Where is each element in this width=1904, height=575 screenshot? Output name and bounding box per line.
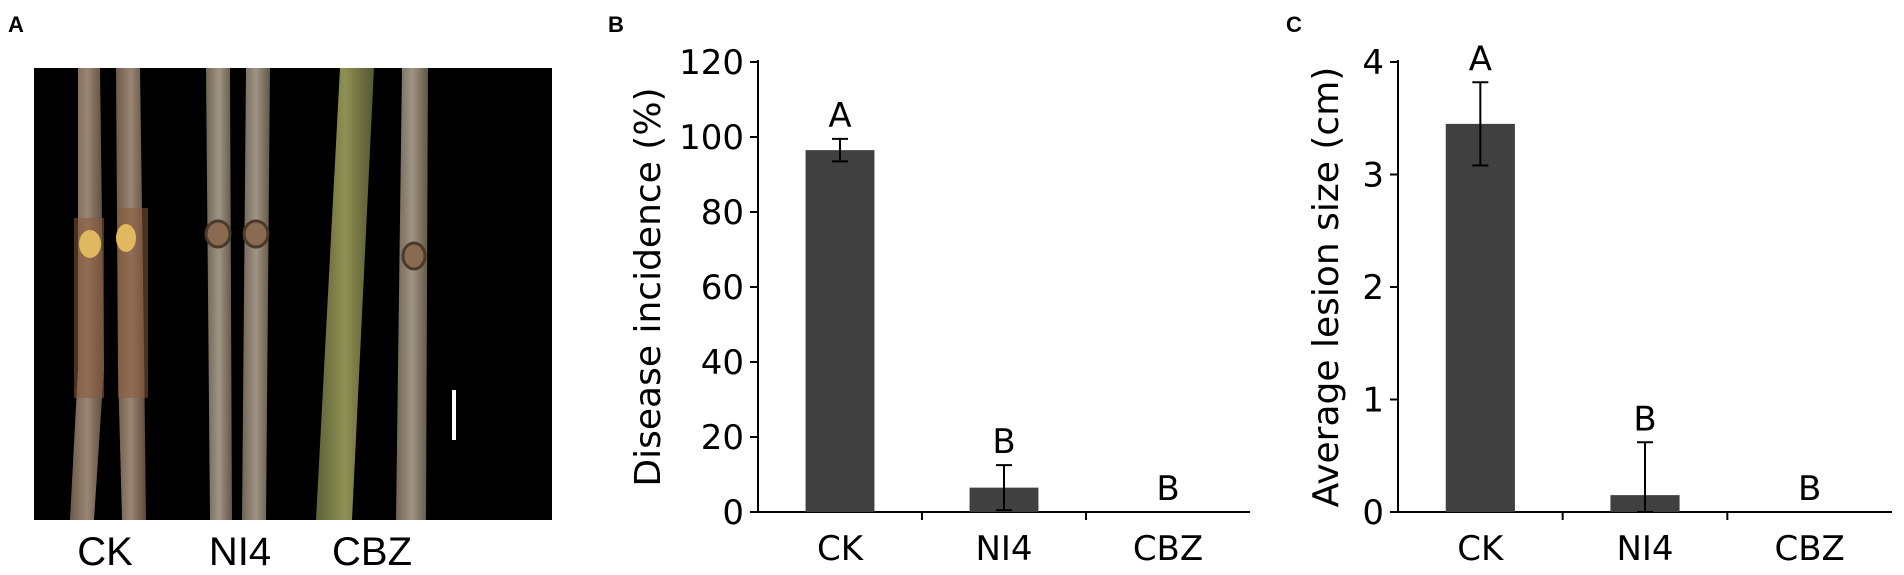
significance-label: A bbox=[1469, 39, 1492, 79]
y-tick-label: 0 bbox=[722, 493, 744, 533]
y-tick-label: 60 bbox=[701, 268, 744, 308]
panel-letter-b: B bbox=[608, 12, 624, 37]
branch-photo bbox=[34, 68, 552, 520]
bar bbox=[1445, 123, 1515, 512]
panel-letter-c: C bbox=[1286, 12, 1302, 37]
significance-label: A bbox=[828, 96, 851, 136]
x-tick-label: CBZ bbox=[1133, 529, 1203, 569]
y-tick-label: 0 bbox=[1362, 493, 1384, 533]
y-axis-label: Disease incidence (%) bbox=[628, 87, 669, 486]
significance-label: B bbox=[992, 422, 1015, 462]
panel-letter-a: A bbox=[8, 12, 24, 37]
y-tick-label: 120 bbox=[679, 43, 744, 83]
y-tick-label: 4 bbox=[1362, 43, 1384, 83]
x-tick-label: NI4 bbox=[975, 529, 1032, 569]
bar bbox=[805, 150, 875, 512]
significance-label: B bbox=[1798, 469, 1821, 509]
x-tick-label: NI4 bbox=[1616, 529, 1673, 569]
y-tick-label: 100 bbox=[679, 118, 744, 158]
y-axis-label: Average lesion size (cm) bbox=[1306, 67, 1347, 508]
y-tick-label: 40 bbox=[701, 343, 744, 383]
significance-label: B bbox=[1156, 469, 1179, 509]
lesion-size-chart: 0 1 2 3 4 A CK B NI4 B CBZ Average lesion size (cm) bbox=[1306, 39, 1892, 569]
y-tick-label: 1 bbox=[1362, 381, 1384, 421]
y-tick-label: 20 bbox=[701, 418, 744, 458]
photo-label-cbz: CBZ bbox=[332, 530, 412, 574]
x-tick-label: CK bbox=[1457, 529, 1505, 569]
y-tick-label: 3 bbox=[1362, 156, 1384, 196]
photo-panel: A CK NI4 CBZ bbox=[0, 0, 560, 575]
y-tick-label: 2 bbox=[1362, 268, 1384, 308]
photo-label-ck: CK bbox=[77, 530, 133, 574]
y-tick-label: 80 bbox=[701, 193, 744, 233]
x-tick-label: CBZ bbox=[1774, 529, 1844, 569]
disease-incidence-chart: 0 20 40 60 80 100 120 A CK B NI4 B CBZ Disease incide… bbox=[628, 43, 1250, 569]
significance-label: B bbox=[1633, 399, 1656, 439]
photo-label-ni4: NI4 bbox=[208, 530, 272, 574]
x-tick-label: CK bbox=[817, 529, 865, 569]
